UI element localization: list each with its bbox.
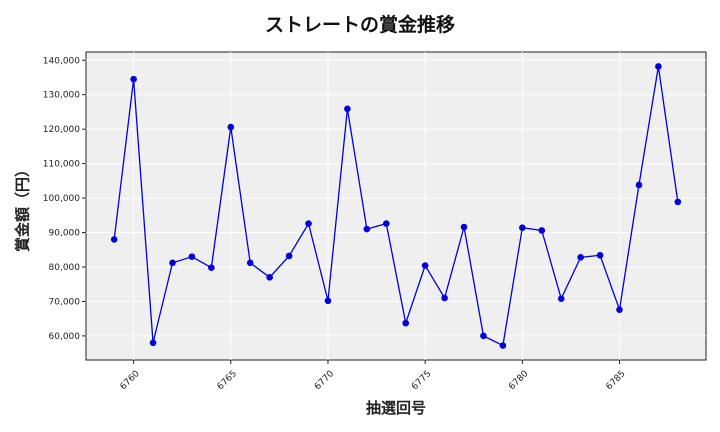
data-point xyxy=(382,220,390,227)
y-tick-label: 120,000 xyxy=(43,125,80,135)
data-point xyxy=(577,254,584,261)
data-point xyxy=(616,306,623,314)
x-tick-label: 6770 xyxy=(313,369,336,392)
data-point xyxy=(480,332,487,340)
y-tick-label: 110,000 xyxy=(43,160,80,170)
y-tick-label: 100,000 xyxy=(43,194,80,204)
data-point xyxy=(188,253,196,260)
data-point xyxy=(363,225,371,233)
data-point xyxy=(596,251,604,259)
data-point xyxy=(130,75,137,83)
grid-lines xyxy=(86,52,706,360)
plot-area xyxy=(85,51,707,361)
data-point xyxy=(324,297,332,305)
y-tick-label: 140,000 xyxy=(43,56,80,66)
data-point xyxy=(285,252,293,260)
y-tick-label: 90,000 xyxy=(49,229,81,239)
data-point xyxy=(149,339,157,347)
x-tick-label: 6780 xyxy=(507,369,530,392)
y-tick-label: 60,000 xyxy=(49,332,81,342)
x-tick-label: 6765 xyxy=(216,369,239,392)
y-axis-label: 賞金額（円） xyxy=(13,161,32,253)
y-axis-ticks: 60,000 70,000 80,000 90,000 100,000 110,000 12… xyxy=(43,56,86,342)
data-point xyxy=(169,259,176,267)
series-group xyxy=(110,63,682,349)
data-point xyxy=(519,224,526,232)
data-point xyxy=(557,295,565,302)
x-axis-ticks: 6760 6765 6770 6775 6780 6785 xyxy=(119,360,628,392)
data-point xyxy=(266,274,273,281)
x-axis-label: 抽選回号 xyxy=(365,399,426,417)
data-point xyxy=(110,236,118,243)
y-tick-label: 130,000 xyxy=(43,91,80,101)
data-point xyxy=(674,198,682,206)
data-point xyxy=(635,181,643,189)
y-tick-label: 70,000 xyxy=(49,297,81,307)
chart-title: ストレートの賞金推移 xyxy=(264,14,455,36)
data-point xyxy=(655,63,662,70)
data-point xyxy=(344,105,351,113)
y-tick-label: 80,000 xyxy=(49,263,81,273)
data-point xyxy=(538,227,546,234)
data-point xyxy=(246,259,254,267)
data-point xyxy=(402,319,410,327)
x-tick-label: 6785 xyxy=(604,369,627,392)
data-point xyxy=(460,223,468,231)
data-point xyxy=(227,123,235,131)
data-point xyxy=(421,262,429,269)
x-tick-label: 6775 xyxy=(410,369,433,392)
data-point xyxy=(499,342,507,349)
data-point xyxy=(441,294,448,302)
data-point xyxy=(208,264,215,271)
x-tick-label: 6760 xyxy=(119,369,142,392)
data-point xyxy=(305,220,312,227)
